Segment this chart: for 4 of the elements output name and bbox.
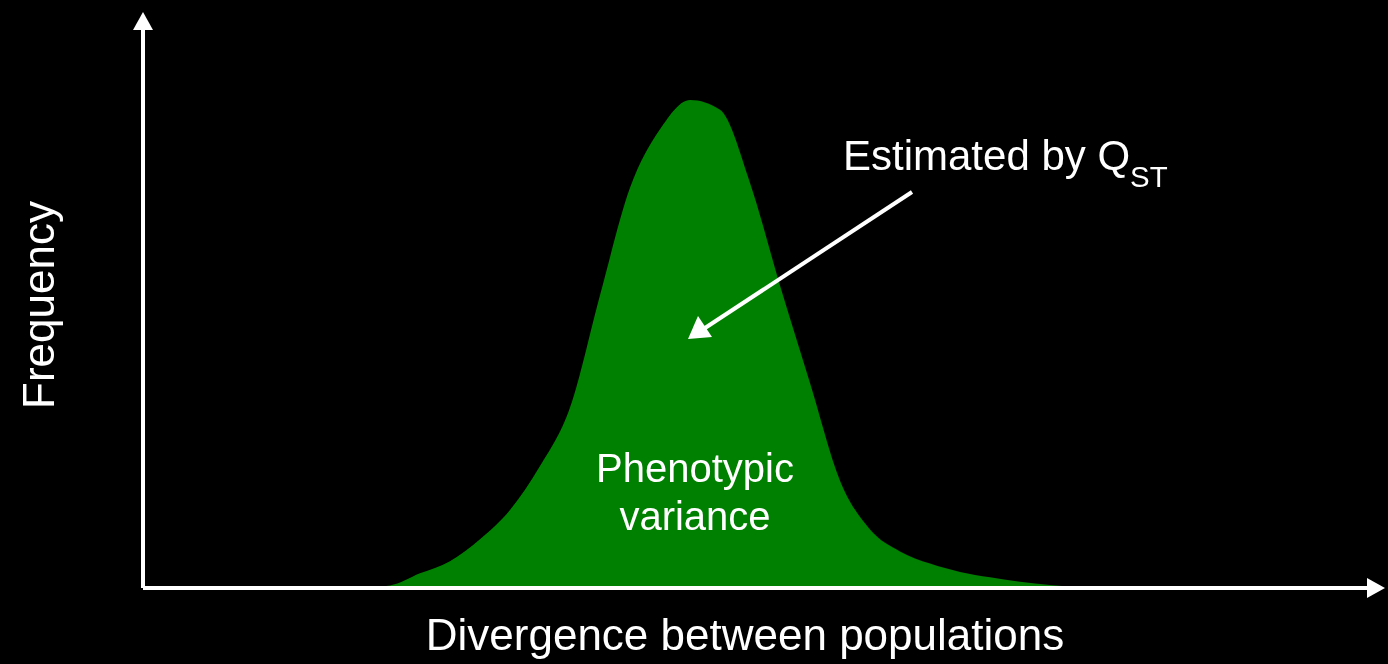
annotation: Phenotypic variance: [596, 446, 794, 538]
annotation: Estimated by Q$_{ST}$: [843, 132, 1168, 193]
x-axis-title: Divergence between populations: [425, 610, 1065, 659]
y-axis-title: Frequency: [14, 201, 63, 409]
